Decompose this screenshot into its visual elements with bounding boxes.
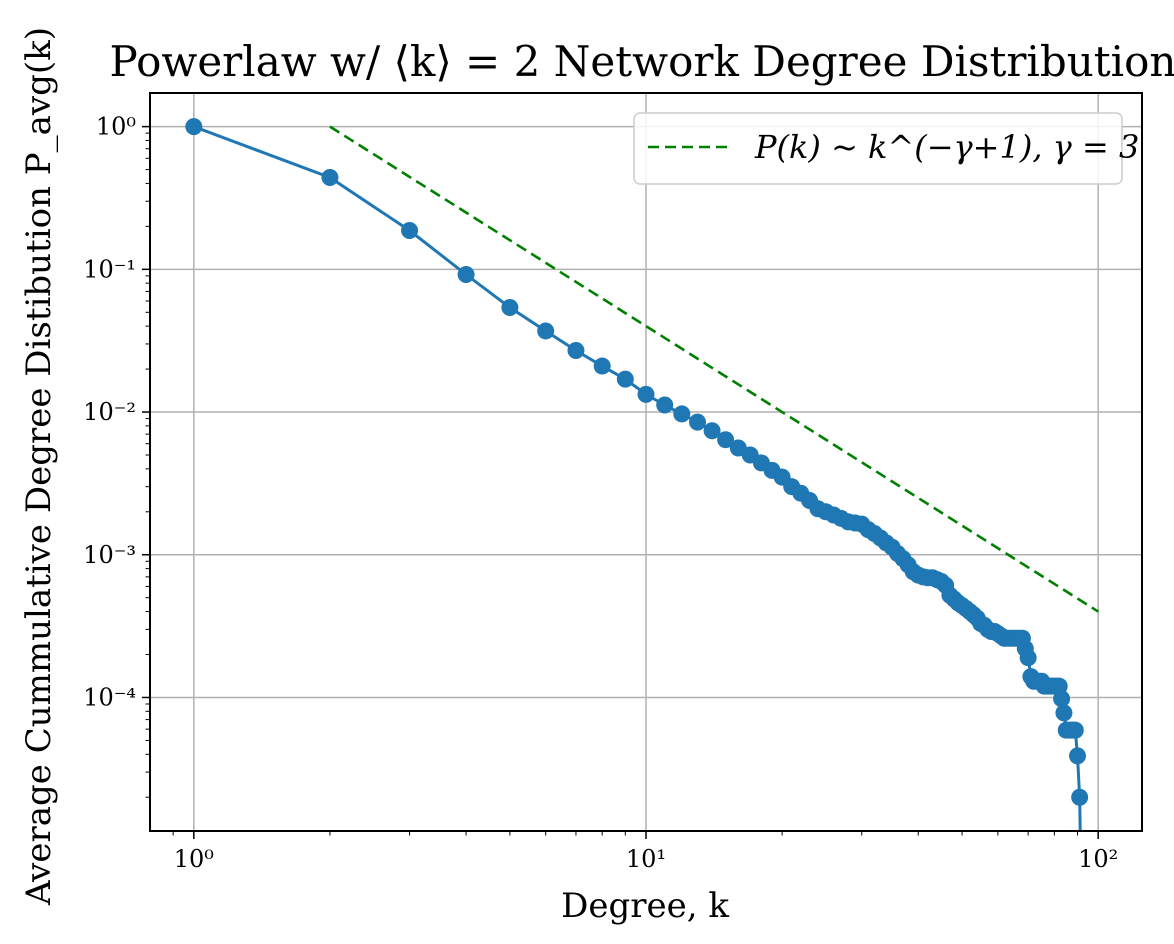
series-1 bbox=[329, 125, 1099, 613]
data-point bbox=[185, 118, 203, 136]
grid bbox=[150, 93, 1142, 831]
x-tick-label-0: 10⁰ bbox=[174, 845, 214, 873]
y-tick-label-4: 10⁻⁴ bbox=[83, 683, 136, 711]
data-point bbox=[1055, 704, 1073, 722]
x-tick-label-1: 10¹ bbox=[626, 845, 666, 873]
data-point bbox=[457, 265, 475, 283]
legend: P(k) ~ k^(−γ+1), γ = 3 bbox=[633, 112, 1139, 185]
chart-title: Powerlaw w/ ⟨k⟩ = 2 Network Degree Distr… bbox=[110, 37, 1174, 86]
data-point bbox=[1066, 721, 1084, 739]
legend-label: P(k) ~ k^(−γ+1), γ = 3 bbox=[754, 128, 1139, 166]
data-point bbox=[1071, 788, 1089, 806]
series-0 bbox=[185, 118, 1089, 831]
data-point bbox=[1068, 747, 1086, 765]
y-tick-label-3: 10⁻³ bbox=[83, 541, 136, 569]
axes: 10⁰ 10¹ 10² 10⁰ 10⁻¹ 10⁻² 10⁻³ 10⁻⁴ bbox=[83, 92, 1143, 873]
data-point bbox=[593, 357, 611, 375]
data-point bbox=[501, 299, 519, 317]
data-point bbox=[616, 370, 634, 388]
x-axis-label: Degree, k bbox=[561, 886, 729, 926]
data-point bbox=[673, 405, 691, 423]
series-1-line bbox=[329, 125, 1099, 613]
y-axis-label: Average Cummulative Degree Distibution P… bbox=[19, 27, 59, 906]
data-point bbox=[321, 168, 339, 186]
data-point bbox=[717, 431, 735, 449]
x-tick-label-2: 10² bbox=[1078, 845, 1118, 873]
data-point bbox=[689, 413, 707, 431]
data-point bbox=[1053, 690, 1071, 708]
y-tick-label-1: 10⁻¹ bbox=[83, 255, 136, 283]
data-point bbox=[537, 322, 555, 340]
data-point bbox=[1050, 677, 1068, 695]
data-point bbox=[401, 222, 419, 240]
data-point bbox=[1019, 649, 1037, 667]
legend-box bbox=[633, 112, 1123, 185]
data-point bbox=[656, 396, 674, 414]
labels: Powerlaw w/ ⟨k⟩ = 2 Network Degree Distr… bbox=[19, 27, 1174, 926]
data-point bbox=[637, 385, 655, 403]
data-point bbox=[703, 422, 721, 440]
data-point bbox=[567, 341, 585, 359]
y-tick-label-2: 10⁻² bbox=[83, 398, 136, 426]
series-layer bbox=[185, 118, 1099, 831]
y-tick-label-0: 10⁰ bbox=[96, 113, 136, 141]
